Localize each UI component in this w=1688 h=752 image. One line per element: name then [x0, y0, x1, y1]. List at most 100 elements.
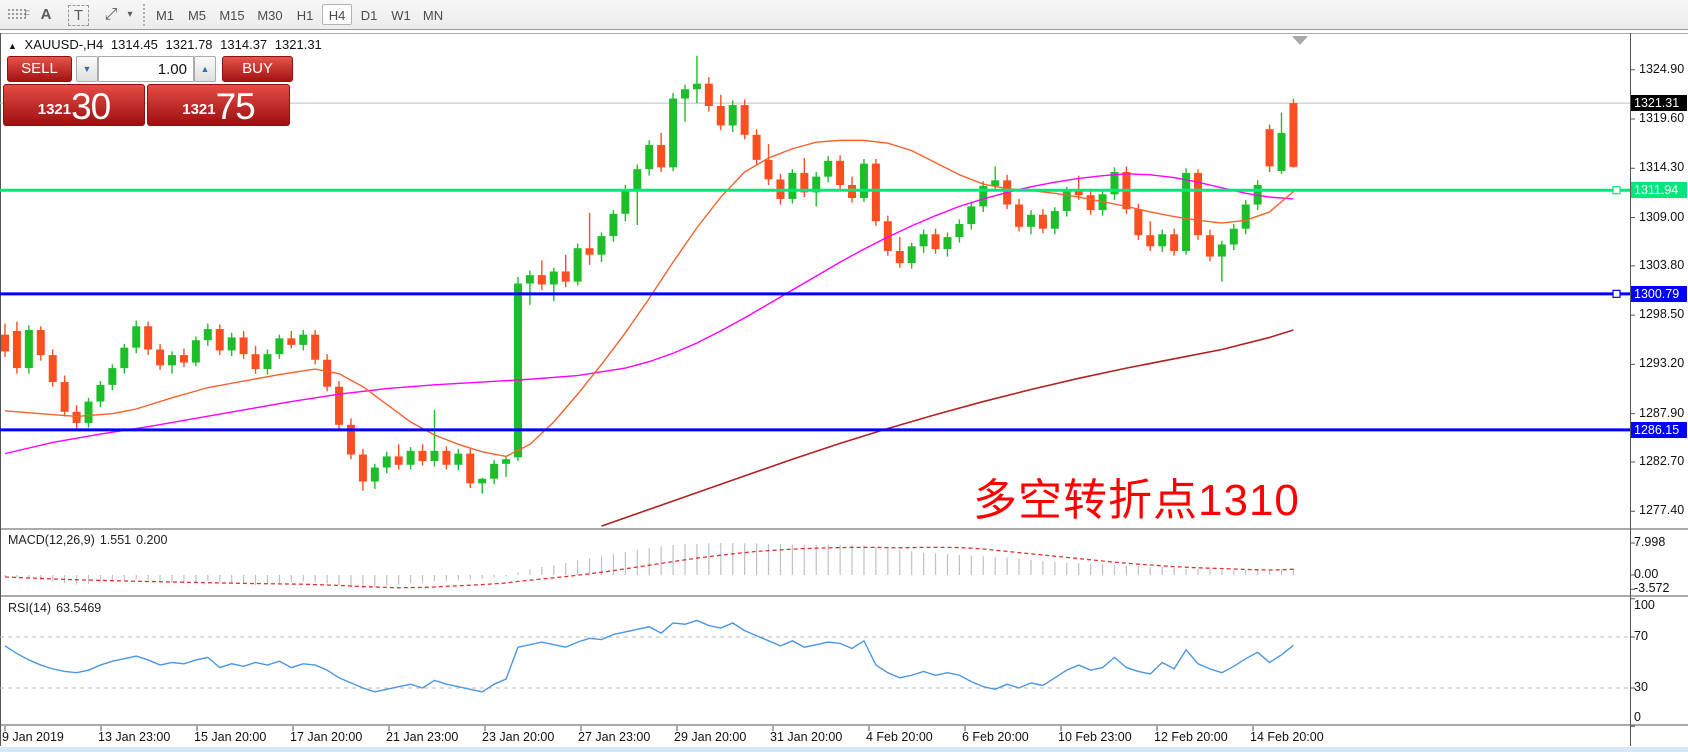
buy-button[interactable]: BUY: [222, 56, 293, 82]
sell-price-box[interactable]: 1321 30: [3, 84, 145, 127]
low-value: 1314.37: [220, 37, 268, 52]
candle-body: [156, 349, 165, 366]
chart-canvas[interactable]: [0, 33, 1688, 747]
candle-body: [311, 334, 320, 360]
macd-signal-line: [4, 546, 1294, 589]
candle-body: [478, 478, 487, 484]
candle-body: [1, 334, 9, 352]
candle-body: [442, 450, 451, 465]
timeframe-w1[interactable]: W1: [391, 8, 411, 23]
candle-body: [1158, 234, 1167, 247]
hline-price-badge: 1286.15: [1631, 421, 1687, 438]
rsi-label: RSI(14) 63.5469: [8, 601, 106, 615]
rsi-line: [4, 619, 1294, 693]
buy-price-box[interactable]: 1321 75: [147, 84, 290, 127]
macd-axis-label: -3.572: [1634, 581, 1670, 595]
timeframe-m5[interactable]: M5: [187, 8, 207, 23]
candle-body: [1134, 209, 1143, 236]
candle-body: [955, 224, 964, 238]
timeframe-m30[interactable]: M30: [257, 8, 283, 23]
sell-button[interactable]: SELL: [7, 56, 72, 82]
candle-body: [72, 411, 81, 423]
candle-body: [227, 337, 236, 351]
time-label: 10 Feb 23:00: [1058, 730, 1132, 744]
candle-body: [406, 450, 415, 465]
chart-shift-marker[interactable]: [1292, 36, 1308, 45]
rsi-axis-label: 70: [1634, 629, 1648, 643]
candle-body: [561, 271, 570, 282]
candle-body: [1062, 191, 1071, 212]
price-tick-label: 1277.40: [1639, 503, 1685, 518]
candle-body: [179, 355, 188, 363]
candle-body: [859, 163, 868, 199]
hline-handle: [1612, 289, 1621, 298]
time-label: 6 Feb 20:00: [962, 730, 1029, 744]
candle-body: [537, 275, 546, 285]
time-label: 14 Feb 20:00: [1250, 730, 1324, 744]
timeframe-d1[interactable]: D1: [360, 8, 378, 23]
price-tick-label: 1309.00: [1639, 209, 1685, 224]
candle-body: [168, 355, 177, 366]
candle-body: [716, 105, 725, 126]
windows-grid-icon[interactable]: F: [7, 8, 30, 21]
open-value: 1314.45: [110, 37, 158, 52]
candle-body: [692, 83, 701, 90]
candle-body: [1194, 172, 1202, 236]
candle-body: [370, 467, 379, 482]
high-value: 1321.78: [165, 37, 213, 52]
candle-body: [430, 450, 439, 462]
candle-body: [728, 105, 737, 126]
candle-body: [513, 283, 522, 458]
candle-body: [1050, 211, 1059, 229]
timeframe-h1[interactable]: H1: [296, 8, 314, 23]
chart-title: ▲ XAUUSD-,H4 1314.45 1321.78 1314.37 132…: [8, 37, 326, 52]
time-label: 13 Jan 23:00: [98, 730, 171, 744]
close-value: 1321.31: [274, 37, 322, 52]
candle-body: [740, 105, 749, 135]
hline-price-badge: 1300.79: [1631, 285, 1687, 302]
price-tick-label: 1287.90: [1639, 405, 1685, 420]
candle-body: [239, 337, 248, 355]
candle-body: [812, 176, 821, 193]
lot-size-input[interactable]: [98, 56, 194, 82]
candle-body: [132, 326, 141, 348]
timeframe-mn[interactable]: MN: [422, 8, 444, 23]
text-box-icon[interactable]: T: [68, 5, 89, 26]
time-label: 31 Jan 20:00: [770, 730, 843, 744]
font-a-icon[interactable]: A: [40, 6, 52, 23]
candle-body: [1182, 172, 1191, 251]
dropdown-caret-icon[interactable]: ▾: [127, 9, 133, 20]
candle-body: [1110, 171, 1119, 195]
candle-body: [203, 329, 212, 341]
ma-slow-line: [601, 329, 1294, 527]
collapse-caret-icon[interactable]: ▲: [8, 41, 17, 51]
candle-body: [346, 424, 355, 455]
candle-body: [1086, 195, 1095, 211]
ma-mid-line: [4, 173, 1294, 455]
candle-body: [84, 401, 93, 423]
candle-body: [931, 234, 940, 250]
candle-body: [1241, 204, 1250, 229]
time-label: 9 Jan 2019: [2, 730, 64, 744]
candle-body: [96, 384, 105, 402]
objects-arrange-icon[interactable]: ⤢: [104, 6, 118, 23]
candle-body: [144, 326, 153, 350]
candle-body: [633, 169, 642, 190]
chart-annotation-text: 多空转折点1310: [973, 476, 1300, 525]
timeframe-m15[interactable]: M15: [219, 8, 245, 23]
macd-axis-label: 0.00: [1634, 567, 1659, 581]
buy-price-base: 1321: [182, 101, 216, 118]
time-label: 29 Jan 20:00: [674, 730, 747, 744]
candle-body: [1205, 235, 1214, 257]
macd-label: MACD(12,26,9) 1.551 0.200: [8, 533, 172, 547]
lot-decrease-button[interactable]: ▼: [76, 56, 98, 82]
candle-body: [24, 329, 33, 369]
timeframe-h4[interactable]: H4: [322, 4, 352, 25]
time-label: 17 Jan 20:00: [290, 730, 363, 744]
toolbar-separator: [143, 4, 148, 26]
candle-body: [573, 248, 582, 282]
candle-body: [60, 382, 69, 412]
timeframe-m1[interactable]: M1: [155, 8, 175, 23]
lot-increase-button[interactable]: ▲: [194, 56, 216, 82]
candle-body: [836, 160, 845, 185]
